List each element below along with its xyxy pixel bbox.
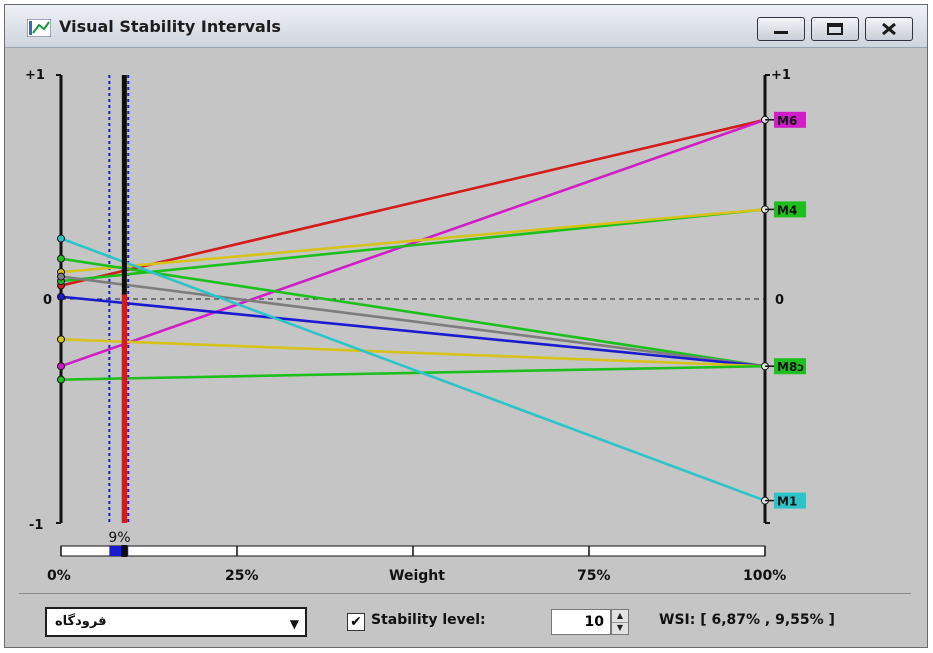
- current-weight-label: 9%: [108, 530, 130, 546]
- stability-level-stepper[interactable]: ▲ ▼: [611, 609, 629, 635]
- left-endpoint: [57, 375, 65, 384]
- series-line: [60, 338, 766, 368]
- left-axis-label-zero: 0: [43, 293, 52, 308]
- left-endpoint: [57, 254, 65, 263]
- divider: [19, 593, 911, 594]
- series-label-box: [774, 492, 806, 509]
- x-tick-label: 25%: [225, 568, 259, 584]
- series-label-box: [774, 111, 806, 128]
- minimize-icon: [774, 31, 788, 34]
- spin-down-icon[interactable]: ▼: [616, 623, 624, 632]
- stability-interval-range: [109, 546, 129, 556]
- title-bar[interactable]: Visual Stability Intervals: [5, 5, 927, 48]
- left-endpoint: [57, 362, 65, 371]
- series-line: [60, 364, 766, 381]
- series-label-box: [774, 358, 806, 375]
- series-line: [60, 118, 766, 368]
- left-endpoint: [57, 335, 65, 344]
- wsi-readout: WSI: [ 6,87% , 9,55% ]: [659, 612, 835, 628]
- left-endpoint: [57, 292, 65, 301]
- x-tick-label: 75%: [577, 568, 611, 584]
- series-line: [60, 208, 766, 283]
- close-button[interactable]: [865, 17, 913, 41]
- maximize-icon: [827, 23, 843, 35]
- series-line: [60, 237, 766, 502]
- series-line: [60, 257, 766, 368]
- series-label: M4: [777, 203, 797, 217]
- left-endpoint: [57, 272, 65, 281]
- dropdown-selected-value: فرودگاه: [55, 614, 107, 629]
- stability-level-input[interactable]: 10: [551, 609, 611, 635]
- x-tick-label: 100%: [743, 568, 786, 584]
- left-endpoint: [57, 234, 65, 243]
- window-title: Visual Stability Intervals: [59, 17, 281, 36]
- chart-app-icon: [27, 19, 51, 37]
- series-label: M6: [777, 114, 797, 128]
- series-label: M1: [777, 495, 797, 509]
- left-axis-label-top: +1: [25, 68, 45, 83]
- left-axis-label-bottom: -1: [29, 518, 43, 533]
- series-line: [60, 295, 766, 368]
- series-label-box: [774, 201, 806, 218]
- stability-checkbox[interactable]: ✔: [347, 613, 365, 631]
- stability-chart: +1 0 -1 +1 0 9% M6 M4 M8כ M1 0% 25% Weight 75% 100%: [25, 68, 806, 584]
- series-line: [60, 208, 766, 274]
- minimize-button[interactable]: [757, 17, 805, 41]
- weight-slider-thumb: [121, 545, 128, 557]
- x-tick-label: 0%: [47, 568, 71, 584]
- series-label: M8כ: [777, 360, 804, 374]
- x-tick-label: Weight: [389, 568, 445, 584]
- stability-level-label: Stability level:: [371, 612, 486, 628]
- spin-up-icon[interactable]: ▲: [612, 610, 628, 623]
- right-axis-label-zero: 0: [775, 293, 784, 308]
- criterion-dropdown[interactable]: فرودگاه ▼: [45, 607, 307, 637]
- close-icon: [882, 22, 896, 36]
- app-window: Visual Stability Intervals +1 0 -1 +1 0 9% M6 M…: [4, 4, 928, 648]
- maximize-button[interactable]: [811, 17, 859, 41]
- series-line: [60, 118, 766, 287]
- series-line: [60, 275, 766, 368]
- right-axis-label-top: +1: [771, 68, 791, 83]
- chevron-down-icon: ▼: [289, 617, 299, 631]
